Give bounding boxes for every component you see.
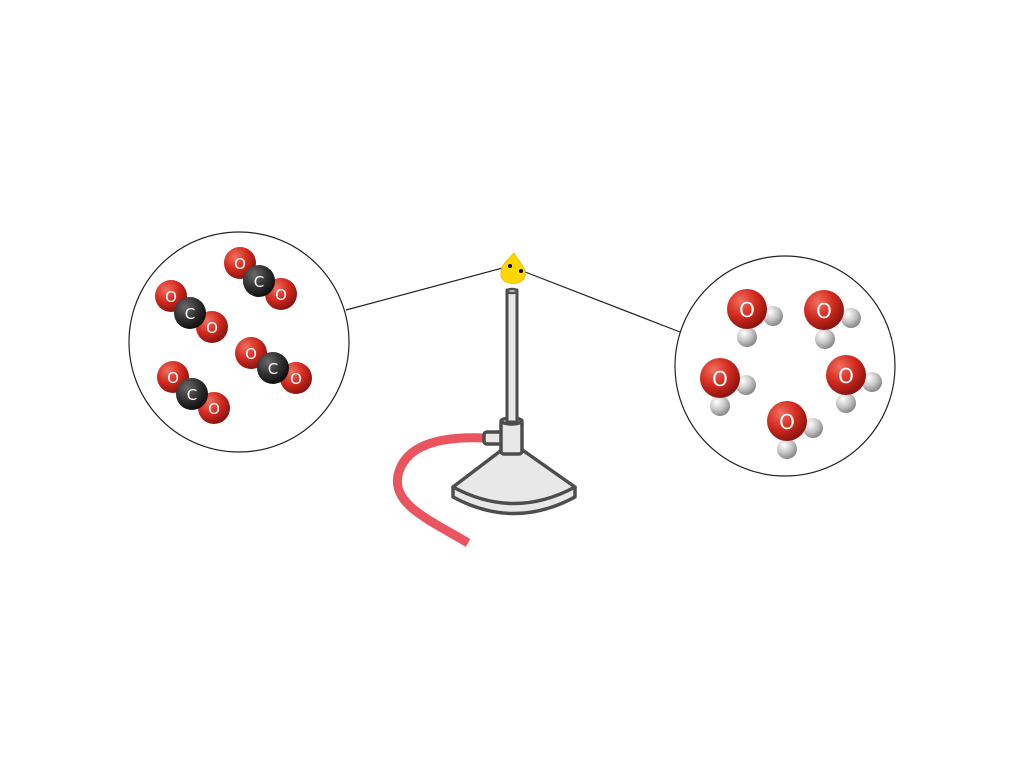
carbon-atom: [243, 265, 275, 297]
flame: [500, 252, 526, 284]
flame-icon: [500, 252, 526, 284]
co2-molecule: O OC: [235, 337, 312, 394]
oxygen-atom-label: O: [816, 299, 832, 323]
hydrogen-atom: [736, 375, 756, 395]
oxygen-atom-label: O: [167, 369, 179, 387]
h2o-molecule: O: [727, 289, 783, 347]
oxygen-atom-label: O: [245, 345, 257, 363]
carbon-atom-label: C: [187, 386, 197, 404]
oxygen-atom-label: O: [165, 288, 177, 306]
flame-point-left: [508, 264, 512, 268]
oxygen-atom-label: O: [275, 286, 287, 304]
h2o-molecule: O: [700, 358, 756, 416]
carbon-atom-label: C: [268, 360, 278, 378]
oxygen-atom-label: O: [838, 364, 854, 388]
hydrogen-atom: [803, 418, 823, 438]
h2o-molecule: O: [804, 290, 861, 349]
carbon-atom: [257, 352, 289, 384]
h2o-molecule: O: [826, 355, 882, 413]
co2-molecule: O OC: [224, 247, 297, 310]
carbon-atom-label: C: [254, 273, 264, 291]
carbon-atom: [174, 297, 206, 329]
oxygen-atom: [826, 355, 866, 395]
hydrogen-atom: [836, 393, 856, 413]
h2o-molecules: O O O O O: [700, 289, 882, 459]
carbon-atom: [176, 378, 208, 410]
hydrogen-atom: [815, 329, 835, 349]
oxygen-atom-label: O: [712, 367, 728, 391]
hydrogen-atom: [841, 308, 861, 328]
co2-molecule: O OC: [157, 361, 230, 424]
oxygen-atom-label: O: [290, 370, 302, 388]
hydrogen-atom: [710, 396, 730, 416]
flame-point-right: [519, 269, 523, 273]
connector-line-left: [345, 265, 511, 311]
burner-base: [451, 447, 577, 506]
bunsen-burner: [451, 287, 577, 516]
oxygen-atom-label: O: [206, 319, 218, 337]
oxygen-atom: [700, 358, 740, 398]
co2-molecule: O OC: [155, 280, 228, 343]
oxygen-atom-label: O: [779, 410, 795, 434]
oxygen-atom: [727, 289, 767, 329]
oxygen-atom-label: O: [739, 298, 755, 322]
hydrogen-atom: [862, 372, 882, 392]
carbon-atom-label: C: [185, 305, 195, 323]
oxygen-atom-label: O: [208, 400, 220, 418]
hydrogen-atom: [737, 327, 757, 347]
burner-barrel-top: [505, 287, 519, 295]
burner-barrel: [505, 288, 519, 424]
oxygen-atom-label: O: [234, 255, 246, 273]
oxygen-atom: [767, 401, 807, 441]
hydrogen-atom: [763, 306, 783, 326]
connector-line-right: [519, 269, 681, 333]
gas-hose: [392, 433, 486, 547]
oxygen-atom: [804, 290, 844, 330]
h2o-molecule: O: [767, 401, 823, 459]
hydrogen-atom: [777, 439, 797, 459]
